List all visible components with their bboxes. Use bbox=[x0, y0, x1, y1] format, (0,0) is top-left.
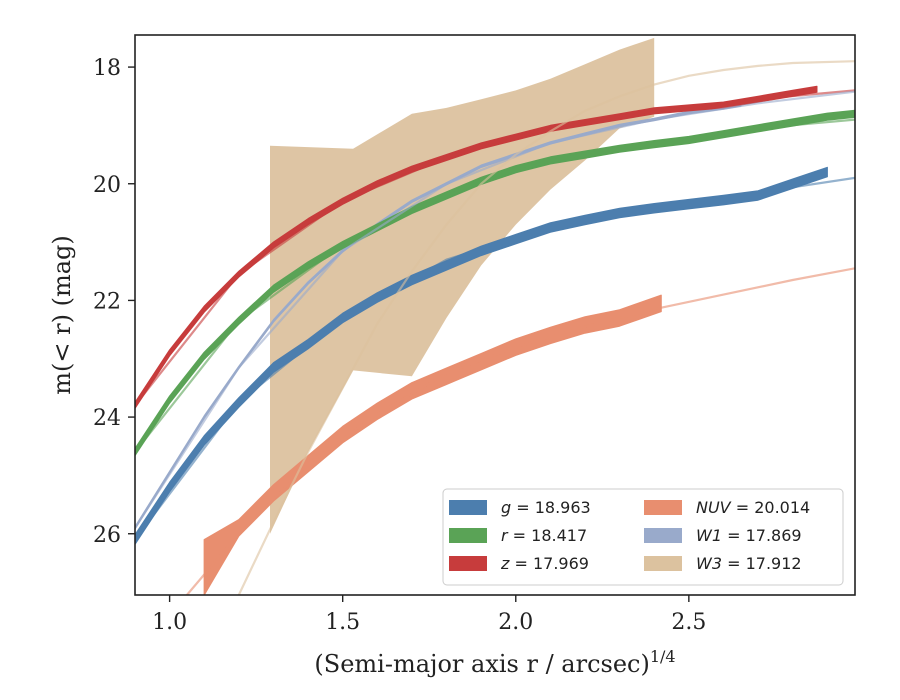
plot-area bbox=[135, 37, 855, 595]
legend-value: 17.869 bbox=[746, 526, 802, 545]
legend-frame bbox=[442, 488, 844, 586]
model-line-w3 bbox=[237, 60, 855, 595]
legend-entry-w3: W3 = 17.912 bbox=[696, 554, 802, 573]
legend-equals: = bbox=[509, 554, 533, 573]
legend-swatch-w1 bbox=[644, 528, 682, 543]
x-tick-label: 2.5 bbox=[671, 610, 706, 635]
legend-band-name: z bbox=[500, 554, 510, 573]
x-axis-label: (Semi-major axis r / arcsec)1/4 bbox=[314, 647, 675, 678]
legend-swatch-nuv bbox=[644, 500, 682, 515]
x-axis-label-text: (Semi-major axis r / arcsec) bbox=[314, 650, 649, 678]
band-nuv bbox=[203, 294, 662, 595]
x-tick-label: 1.0 bbox=[152, 610, 187, 635]
y-axis-label: m(< r) (mag) bbox=[48, 235, 76, 394]
legend-equals: = bbox=[731, 498, 755, 517]
legend-value: 20.014 bbox=[754, 498, 810, 517]
plot-frame bbox=[134, 34, 856, 596]
legend-equals: = bbox=[511, 498, 535, 517]
model-line-r bbox=[135, 118, 855, 453]
legend-value: 18.417 bbox=[531, 526, 587, 545]
legend-swatch-r bbox=[449, 528, 487, 543]
legend-band-name: NUV bbox=[696, 498, 732, 517]
y-axis: 18 20 22 24 26 bbox=[93, 56, 135, 548]
x-axis: 1.0 1.5 2.0 2.5 bbox=[152, 595, 706, 635]
x-axis-label-exponent: 1/4 bbox=[650, 647, 676, 666]
y-tick-label: 22 bbox=[93, 289, 121, 314]
model-line-w1 bbox=[135, 90, 855, 529]
band-w3 bbox=[270, 37, 655, 534]
legend-entry-g: g = 18.963 bbox=[501, 498, 591, 517]
y-tick-label: 18 bbox=[93, 56, 121, 81]
legend-entry-r: r = 18.417 bbox=[501, 526, 587, 545]
legend-equals: = bbox=[722, 526, 746, 545]
model-line-g bbox=[135, 176, 855, 541]
x-tick-label: 1.5 bbox=[325, 610, 360, 635]
legend-value: 17.969 bbox=[533, 554, 589, 573]
legend-swatch-g bbox=[449, 500, 487, 515]
legend-entry-w1: W1 = 17.869 bbox=[696, 526, 802, 545]
legend-value: 17.912 bbox=[746, 554, 802, 573]
model-line-z bbox=[135, 89, 855, 407]
y-tick-label: 26 bbox=[93, 523, 121, 548]
legend: g = 18.963 r = 18.417 z = 17.969 NUV = 20.0… bbox=[442, 488, 844, 586]
band-g bbox=[135, 166, 828, 545]
legend-entry-nuv: NUV = 20.014 bbox=[696, 498, 810, 517]
y-tick-label: 20 bbox=[93, 173, 121, 198]
legend-value: 18.963 bbox=[535, 498, 591, 517]
legend-equals: = bbox=[722, 554, 746, 573]
legend-entry-z: z = 17.969 bbox=[500, 554, 589, 573]
legend-band-name: W1 bbox=[696, 526, 722, 545]
legend-band-name: r bbox=[501, 526, 509, 545]
legend-swatch-z bbox=[449, 556, 487, 571]
legend-swatch-w3 bbox=[644, 556, 682, 571]
model-line-nuv bbox=[186, 267, 855, 595]
legend-equals: = bbox=[508, 526, 532, 545]
band-z bbox=[135, 85, 818, 409]
x-tick-label: 2.0 bbox=[498, 610, 533, 635]
y-tick-label: 24 bbox=[93, 406, 121, 431]
model-lines-layer bbox=[135, 60, 855, 595]
legend-band-name: W3 bbox=[696, 554, 722, 573]
legend-band-name: g bbox=[501, 498, 511, 517]
